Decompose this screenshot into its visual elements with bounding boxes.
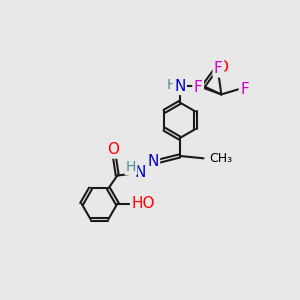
Text: H: H <box>126 160 136 174</box>
Text: HO: HO <box>131 196 155 211</box>
Text: O: O <box>107 142 119 157</box>
Text: F: F <box>194 80 203 95</box>
Text: N: N <box>135 165 146 180</box>
Text: F: F <box>214 61 223 76</box>
Text: H: H <box>166 78 177 92</box>
Text: F: F <box>240 82 249 97</box>
Text: N: N <box>174 79 185 94</box>
Text: CH₃: CH₃ <box>209 152 232 165</box>
Text: O: O <box>216 60 228 75</box>
Text: N: N <box>147 154 159 169</box>
